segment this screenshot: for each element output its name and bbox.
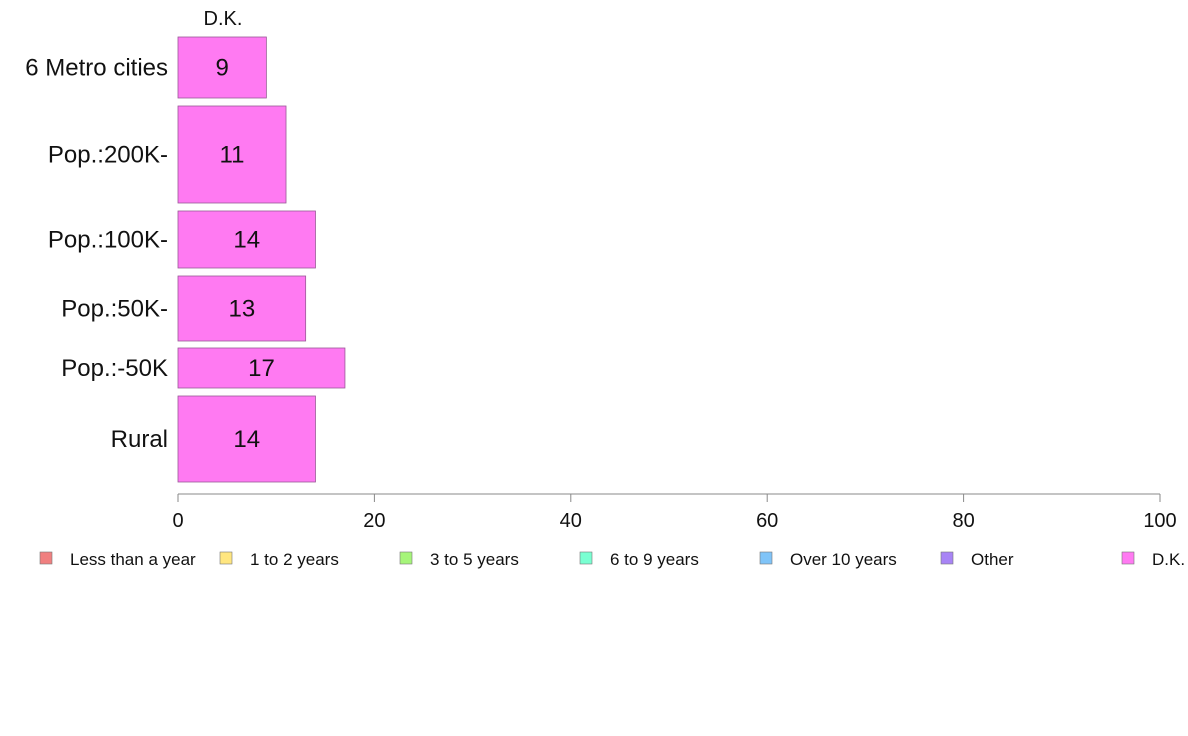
- category-label: Pop.:-50K: [61, 355, 168, 382]
- legend-swatch: [1121, 551, 1135, 565]
- category-label: 6 Metro cities: [25, 55, 168, 82]
- bar-value-label: 17: [248, 355, 275, 382]
- legend-label: D.K.: [1152, 550, 1185, 569]
- x-tick-label: 80: [952, 510, 974, 532]
- x-tick-label: 20: [363, 510, 385, 532]
- category-label: Pop.:50K-: [61, 296, 168, 323]
- bar-value-label: 11: [220, 142, 245, 169]
- legend-label: Less than a year: [70, 550, 196, 569]
- legend-label: Over 10 years: [790, 550, 897, 569]
- legend-label: 1 to 2 years: [250, 550, 339, 569]
- bars: 9 11 14 13 17 14: [177, 36, 346, 483]
- top-series-label: D.K.: [204, 8, 243, 30]
- bar-value-label: 14: [233, 227, 260, 254]
- category-label: Pop.:100K-: [48, 227, 168, 254]
- bar: [177, 105, 287, 204]
- bar: [177, 395, 316, 483]
- bar: [177, 275, 307, 342]
- legend: Less than a year 1 to 2 years 3 to 5 years…: [39, 550, 1185, 569]
- bar: [177, 210, 316, 269]
- legend-label: 6 to 9 years: [610, 550, 699, 569]
- bar-value-label: 9: [216, 55, 229, 82]
- bar-value-label: 13: [228, 296, 255, 323]
- legend-swatch: [399, 551, 413, 565]
- bar: [177, 347, 346, 389]
- category-labels: 6 Metro cities Pop.:200K- Pop.:100K- Pop.:5…: [25, 55, 168, 454]
- legend-swatch: [579, 551, 593, 565]
- x-tick-label: 100: [1143, 510, 1176, 532]
- bar-value-label: 14: [233, 426, 260, 453]
- category-label: Pop.:200K-: [48, 142, 168, 169]
- x-tick-label: 60: [756, 510, 778, 532]
- legend-swatch: [219, 551, 233, 565]
- legend-label: 3 to 5 years: [430, 550, 519, 569]
- legend-swatch: [759, 551, 773, 565]
- legend-swatch: [940, 551, 954, 565]
- category-label: Rural: [111, 426, 168, 453]
- x-tick-label: 40: [560, 510, 582, 532]
- x-tick-label: 0: [172, 510, 183, 532]
- x-axis: 0 20 40 60 80 100: [172, 493, 1177, 532]
- legend-swatch: [39, 551, 53, 565]
- bar: [177, 36, 267, 99]
- legend-label: Other: [971, 550, 1014, 569]
